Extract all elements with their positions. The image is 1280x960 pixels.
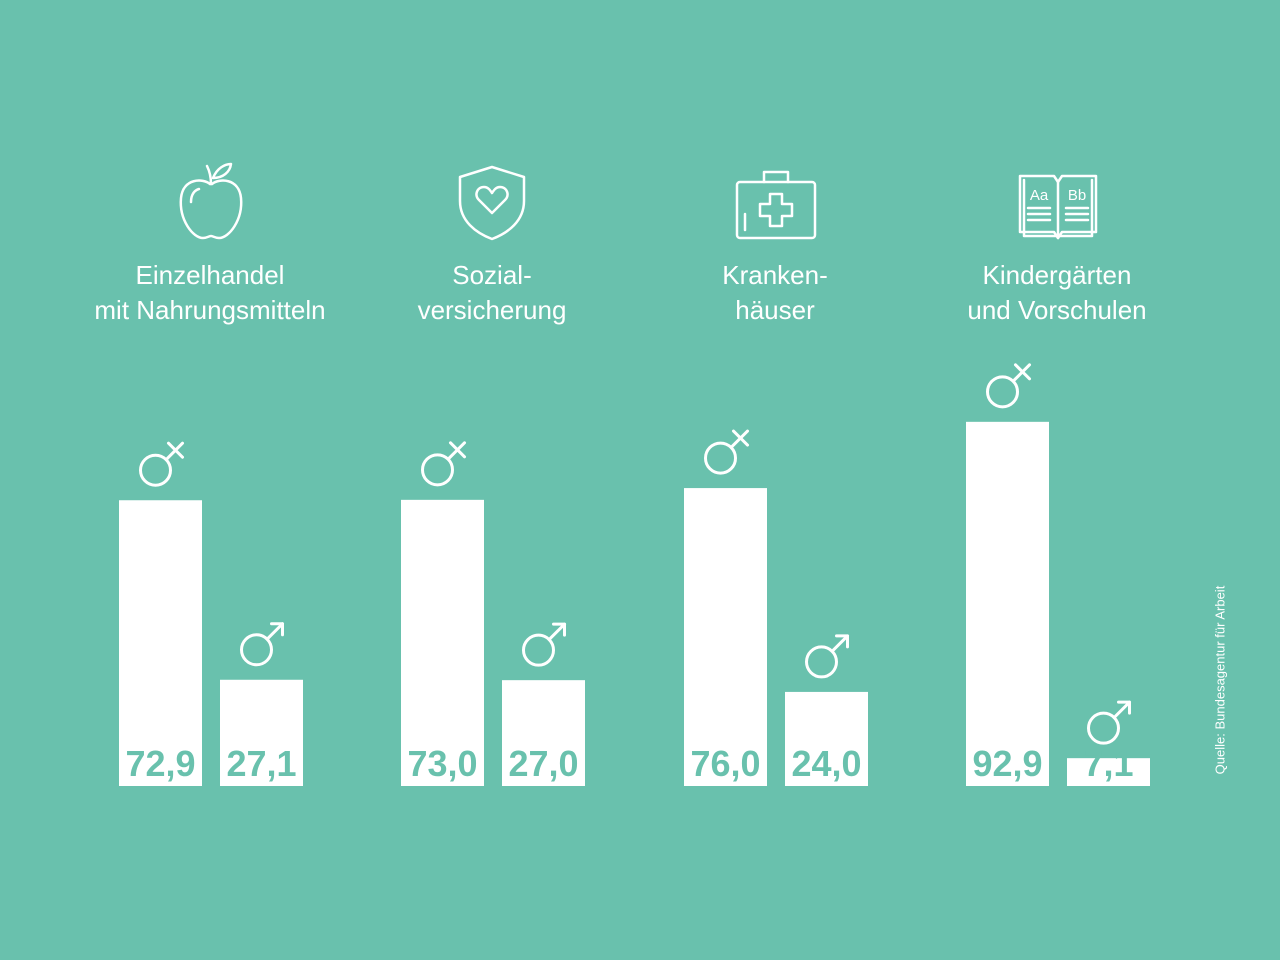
category-label: Sozial- versicherung xyxy=(417,260,567,325)
female-symbol-icon xyxy=(139,441,184,487)
value-label: 92,9 xyxy=(972,743,1042,784)
apple-icon xyxy=(179,162,243,240)
value-label: 27,1 xyxy=(226,743,296,784)
female-symbol-icon xyxy=(704,429,749,475)
shield-heart-icon xyxy=(458,165,526,241)
value-label: 27,0 xyxy=(508,743,578,784)
value-label: 76,0 xyxy=(690,743,760,784)
category-label: Einzelhandel mit Nahrungsmitteln xyxy=(94,260,326,325)
bar-male xyxy=(785,691,868,786)
svg-text:Bb: Bb xyxy=(1068,187,1086,204)
value-label: 7,1 xyxy=(1083,743,1133,784)
bar-female xyxy=(401,499,484,786)
category-label: Kindergärten und Vorschulen xyxy=(967,260,1147,325)
value-label: 73,0 xyxy=(407,743,477,784)
bar-male xyxy=(1067,758,1150,786)
bar-female xyxy=(966,421,1049,786)
female-symbol-icon xyxy=(986,363,1031,409)
value-label: 24,0 xyxy=(791,743,861,784)
source-note: Quelle: Bundesagentur für Arbeit xyxy=(1212,585,1228,775)
male-symbol-icon xyxy=(240,622,284,667)
svg-text:Aa: Aa xyxy=(1030,187,1049,204)
open-book-icon: Aa Bb xyxy=(1018,174,1098,240)
value-label: 72,9 xyxy=(125,743,195,784)
female-symbol-icon xyxy=(421,441,466,487)
male-symbol-icon xyxy=(522,622,566,667)
bar-female xyxy=(684,488,767,786)
bar-male xyxy=(502,680,585,786)
category-label: Kranken- häuser xyxy=(722,260,828,325)
male-symbol-icon xyxy=(1087,700,1131,745)
first-aid-kit-icon xyxy=(735,170,817,240)
bar-female xyxy=(119,500,202,786)
bar-male xyxy=(220,679,303,786)
male-symbol-icon xyxy=(805,634,849,679)
